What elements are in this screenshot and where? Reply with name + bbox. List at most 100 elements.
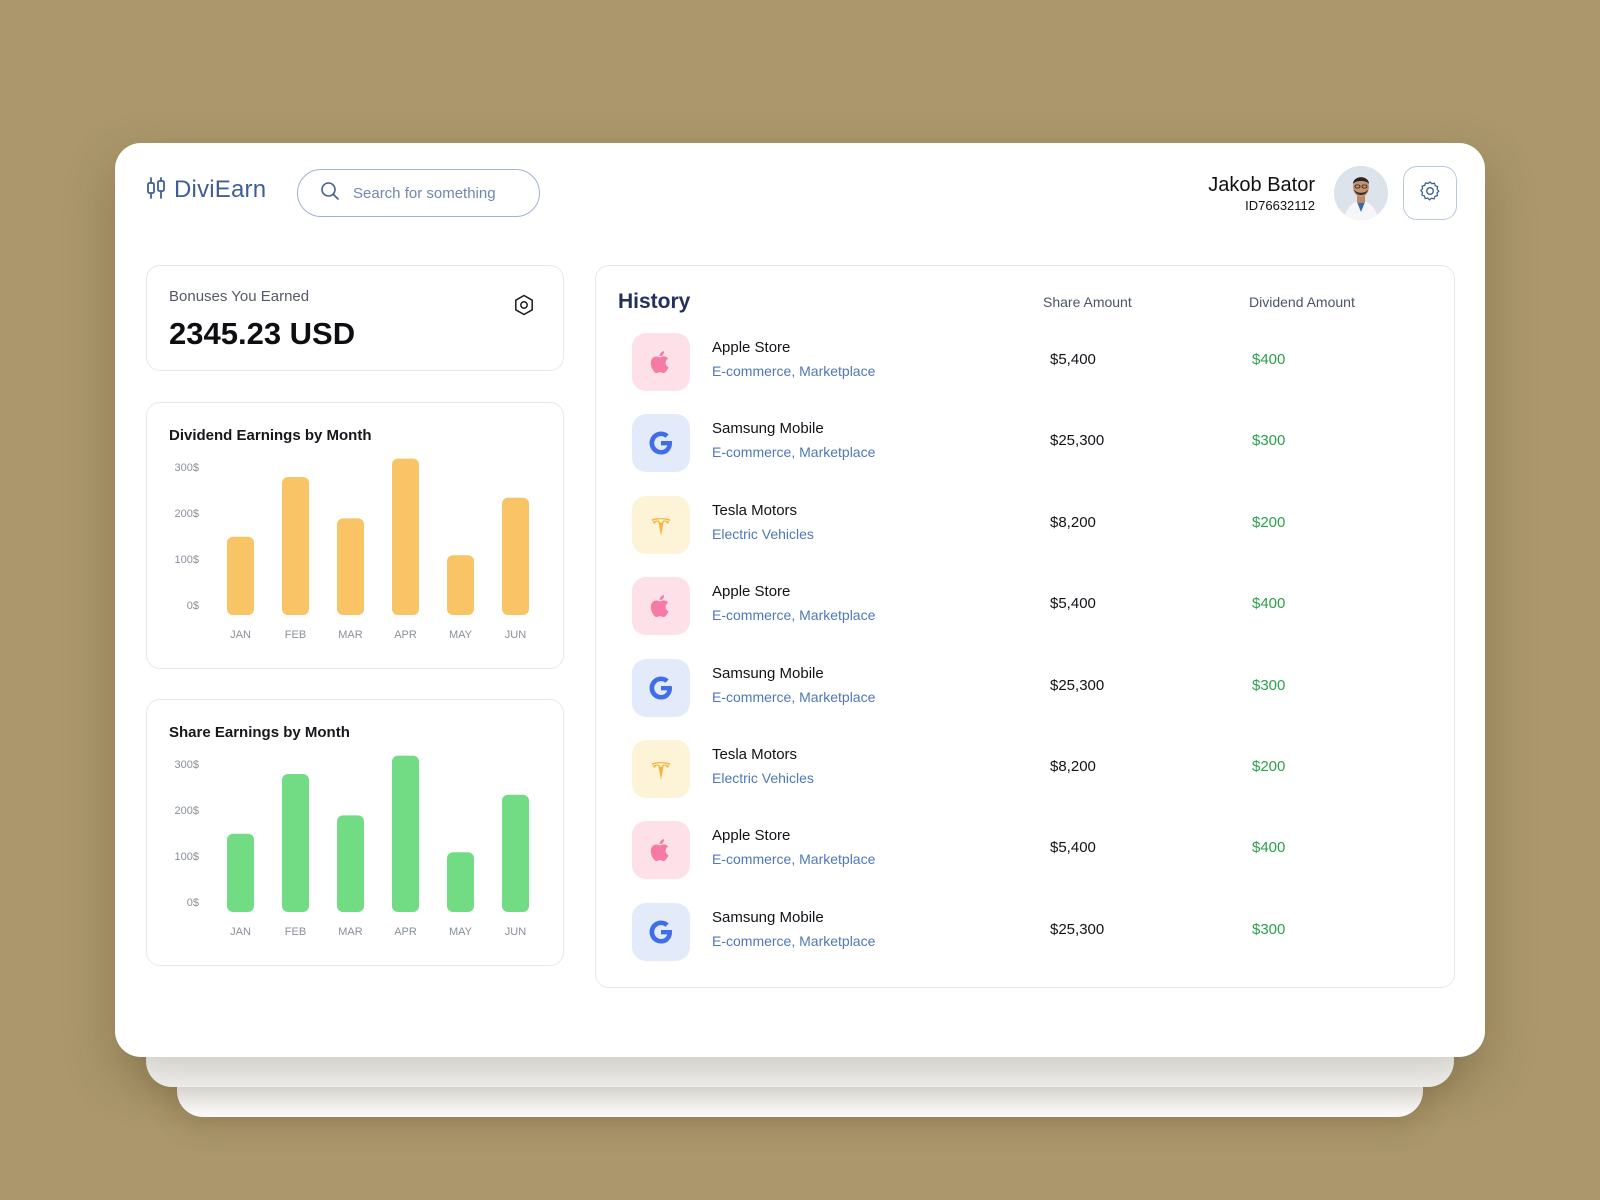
history-row[interactable]: Apple Store E-commerce, Marketplace $5,400… [632,333,1432,393]
y-tick-label: 300$ [175,462,199,474]
x-tick-label: APR [394,629,417,641]
x-tick-label: MAY [449,926,473,938]
history-row[interactable]: Apple Store E-commerce, Marketplace $5,400… [632,821,1432,881]
app-name: DiviEarn [174,176,267,203]
company-category: E-commerce, Marketplace [712,851,876,868]
history-row[interactable]: Samsung Mobile E-commerce, Marketplace $25… [632,902,1432,963]
chart-bar[interactable] [502,794,529,912]
google-icon [632,658,690,717]
dividend-amount: $300 [1252,920,1286,938]
user-info: Jakob Bator ID76632112 [1208,173,1315,215]
share-amount: $25,300 [1050,920,1105,938]
company-category: E-commerce, Marketplace [712,607,876,624]
x-tick-label: MAY [449,629,473,641]
settings-button[interactable] [1403,166,1457,220]
history-card: History Share Amount Dividend Amount App… [595,265,1455,988]
chart-bar[interactable] [227,833,254,912]
share-amount: $8,200 [1050,758,1096,775]
chart-bar[interactable] [227,536,254,615]
history-row[interactable]: Samsung Mobile E-commerce, Marketplace $25… [632,414,1432,474]
user-id: ID76632112 [1245,198,1315,213]
history-row[interactable]: Tesla Motors Electric Vehicles $8,200 $200 [632,495,1432,556]
x-tick-label: JAN [230,926,251,938]
share-amount: $25,300 [1050,432,1105,450]
history-row[interactable]: Tesla Motors Electric Vehicles $8,200 $200 [632,740,1432,800]
apple-icon [632,821,690,880]
user-name: Jakob Bator [1208,174,1315,196]
dividend-amount: $200 [1252,758,1286,775]
company-name: Apple Store [712,583,791,601]
x-tick-label: JAN [230,629,251,641]
share-amount: $5,400 [1050,595,1096,613]
company-name: Tesla Motors [712,501,798,519]
y-tick-label: 0$ [187,600,199,612]
y-tick-label: 100$ [175,851,199,863]
x-tick-label: MAR [338,926,363,938]
share-amount: $5,400 [1050,839,1096,857]
share-amount: $5,400 [1050,351,1096,368]
company-name: Apple Store [712,827,791,845]
dividend-amount: $400 [1252,351,1286,368]
google-icon [632,902,690,961]
tesla-icon [632,495,690,554]
chart-bar[interactable] [447,852,474,912]
history-title: History [618,290,691,313]
hexagon-settings-icon[interactable] [513,294,535,321]
share-amount: $8,200 [1050,513,1096,531]
share-chart-card: Share Earnings by Month 300$ 200$ 100$ 0$ JA… [146,699,564,966]
candlestick-icon [146,176,166,205]
chart-bar[interactable] [337,815,364,912]
share-amount-header: Share Amount [1043,294,1132,310]
chart-bar[interactable] [392,755,419,912]
chart-bar[interactable] [447,555,474,615]
dividend-chart-card: Dividend Earnings by Month 300$ 200$ 100$ 0… [146,402,564,669]
search-box[interactable] [297,169,540,217]
dividend-amount: $400 [1252,839,1286,857]
dividend-amount-header: Dividend Amount [1249,294,1355,310]
company-category: Electric Vehicles [712,525,814,542]
chart-bar[interactable] [392,458,419,615]
dividend-amount: $300 [1252,432,1286,450]
chart-bar[interactable] [337,518,364,615]
x-tick-label: FEB [285,629,306,641]
dividend-amount: $300 [1252,676,1286,694]
chart-title: Dividend Earnings by Month [169,427,372,444]
chart-bar[interactable] [282,477,309,615]
bonus-label: Bonuses You Earned [169,288,310,305]
x-tick-label: APR [394,926,417,938]
x-tick-label: MAR [338,629,363,641]
history-row[interactable]: Samsung Mobile E-commerce, Marketplace $25… [632,658,1432,719]
y-tick-label: 100$ [175,554,199,566]
dividend-amount: $200 [1252,513,1286,531]
search-icon [320,181,340,206]
chart-bar[interactable] [502,497,529,615]
y-tick-label: 200$ [175,508,199,520]
history-row[interactable]: Apple Store E-commerce, Marketplace $5,400… [632,577,1432,637]
company-name: Tesla Motors [712,746,798,763]
y-tick-label: 200$ [175,805,199,817]
apple-icon [632,577,690,636]
bonus-value: 2345.23 USD [169,316,356,351]
company-name: Samsung Mobile [712,420,824,438]
dashboard-window: DiviEarn Jakob Bator ID76632112 [115,143,1485,1057]
company-name: Apple Store [712,339,791,356]
share-bar-chart: 300$ 200$ 100$ 0$ JAN FEB MAR APR MAY JUN [175,755,529,938]
bonus-card: Bonuses You Earned 2345.23 USD [146,265,564,371]
gear-icon [1419,180,1441,207]
chart-bar[interactable] [282,774,309,912]
company-name: Samsung Mobile [712,908,824,926]
search-input[interactable] [353,184,523,202]
chart-title: Share Earnings by Month [169,724,350,741]
y-tick-label: 300$ [175,759,199,771]
x-tick-label: JUN [505,629,526,641]
dividend-bar-chart: 300$ 200$ 100$ 0$ JAN FEB MAR APR MAY JUN [175,458,529,641]
apple-icon [632,333,690,391]
app-logo[interactable]: DiviEarn [146,175,266,205]
x-tick-label: JUN [505,926,526,938]
company-category: E-commerce, Marketplace [712,688,876,705]
share-amount: $25,300 [1050,676,1105,694]
tesla-icon [632,740,690,798]
y-tick-label: 0$ [187,897,199,909]
avatar[interactable] [1334,166,1388,220]
google-icon [632,414,690,473]
